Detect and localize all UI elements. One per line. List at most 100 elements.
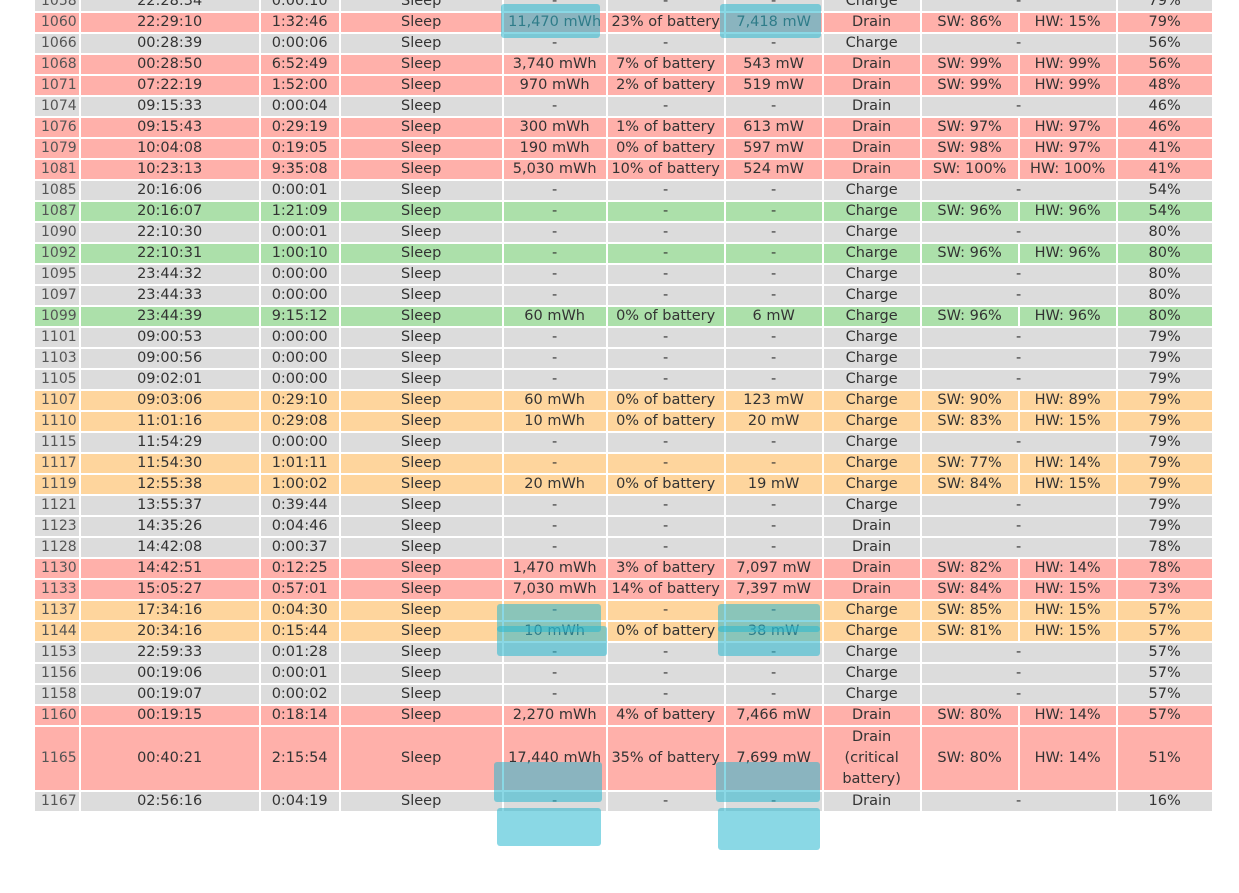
cell-duration: 0:00:00 (258, 431, 341, 454)
cell-sw-residency: SW: 99% (919, 74, 1020, 97)
cell-battery-level: 79% (1115, 515, 1214, 538)
cell-drain-rate: 524 mW (723, 158, 824, 181)
cell-state: Sleep (338, 0, 504, 13)
cell-source: Charge (821, 347, 922, 370)
cell-energy: - (501, 95, 608, 118)
cell-drain-rate: 597 mW (723, 137, 824, 160)
cell-battery-level: 56% (1115, 32, 1214, 55)
table-row: 1103 09:00:56 0:00:00 Sleep - - - Charge -79% (33, 347, 1214, 370)
table-row: 1156 00:19:06 0:00:01 Sleep - - - Charge -57% (33, 662, 1214, 685)
cell-session-id: 1095 (33, 263, 81, 286)
cell-state: Sleep (338, 494, 504, 517)
table-row: 1165 00:40:21 2:15:54 Sleep 17,440 mWh 35% of… (33, 725, 1214, 792)
cell-battery-percent: - (605, 263, 726, 286)
cell-start-time: 00:28:50 (78, 53, 261, 76)
cell-source: Drain (821, 158, 922, 181)
cell-energy: - (501, 452, 608, 475)
cell-start-time: 22:28:34 (78, 0, 261, 13)
cell-hw-residency: HW: 14% (1017, 725, 1118, 792)
cell-start-time: 10:04:08 (78, 137, 261, 160)
cell-residency-empty: - (919, 179, 1118, 202)
cell-battery-level: 79% (1115, 389, 1214, 412)
cell-duration: 0:04:30 (258, 599, 341, 622)
cell-duration: 0:00:01 (258, 221, 341, 244)
cell-session-id: 1123 (33, 515, 81, 538)
cell-start-time: 23:44:33 (78, 284, 261, 307)
cell-session-id: 1074 (33, 95, 81, 118)
cell-energy: 3,740 mWh (501, 53, 608, 76)
cell-drain-rate: 7,466 mW (723, 704, 824, 727)
cell-duration: 0:00:01 (258, 179, 341, 202)
cell-session-id: 1092 (33, 242, 81, 265)
cell-battery-level: 57% (1115, 683, 1214, 706)
cell-source: Charge (821, 221, 922, 244)
cell-drain-rate: 543 mW (723, 53, 824, 76)
cell-duration: 1:01:11 (258, 452, 341, 475)
cell-drain-rate: 519 mW (723, 74, 824, 97)
cell-state: Sleep (338, 305, 504, 328)
cell-source: Charge (821, 494, 922, 517)
cell-start-time: 11:54:30 (78, 452, 261, 475)
cell-battery-level: 79% (1115, 494, 1214, 517)
cell-start-time: 22:10:30 (78, 221, 261, 244)
cell-battery-percent: - (605, 536, 726, 559)
cell-battery-level: 54% (1115, 200, 1214, 223)
table-row: 1081 10:23:13 9:35:08 Sleep 5,030 mWh 10% of … (33, 158, 1214, 181)
cell-source: Charge (821, 32, 922, 55)
cell-battery-percent: 7% of battery (605, 53, 726, 76)
cell-hw-residency: HW: 97% (1017, 137, 1118, 160)
cell-duration: 0:00:00 (258, 368, 341, 391)
cell-start-time: 13:55:37 (78, 494, 261, 517)
cell-session-id: 1068 (33, 53, 81, 76)
cell-drain-rate: - (723, 326, 824, 349)
cell-residency-empty: - (919, 221, 1118, 244)
cell-source: Charge (821, 200, 922, 223)
cell-energy: 60 mWh (501, 305, 608, 328)
cell-source: Charge (821, 242, 922, 265)
cell-session-id: 1133 (33, 578, 81, 601)
table-row: 1130 14:42:51 0:12:25 Sleep 1,470 mWh 3% of b… (33, 557, 1214, 580)
cell-battery-level: 79% (1115, 452, 1214, 475)
table-row: 1133 15:05:27 0:57:01 Sleep 7,030 mWh 14% of … (33, 578, 1214, 601)
cell-battery-level: 78% (1115, 557, 1214, 580)
cell-drain-rate: - (723, 200, 824, 223)
cell-battery-level: 79% (1115, 0, 1214, 13)
cell-residency-empty: - (919, 0, 1118, 13)
cell-sw-residency: SW: 83% (919, 410, 1020, 433)
cell-state: Sleep (338, 242, 504, 265)
cell-session-id: 1144 (33, 620, 81, 643)
cell-duration: 0:18:14 (258, 704, 341, 727)
cell-source: Drain (821, 578, 922, 601)
cell-battery-percent: 10% of battery (605, 158, 726, 181)
cell-duration: 0:00:04 (258, 95, 341, 118)
cell-hw-residency: HW: 96% (1017, 242, 1118, 265)
cell-hw-residency: HW: 15% (1017, 620, 1118, 643)
cell-state: Sleep (338, 410, 504, 433)
table-row: 1137 17:34:16 0:04:30 Sleep - - - Charge SW: 85%… (33, 599, 1214, 622)
cell-drain-rate: - (723, 494, 824, 517)
cell-energy: - (501, 641, 608, 664)
table-row: 1123 14:35:26 0:04:46 Sleep - - - Drain -79% (33, 515, 1214, 538)
cell-battery-level: 57% (1115, 662, 1214, 685)
cell-source: Charge (821, 599, 922, 622)
cell-battery-percent: - (605, 599, 726, 622)
cell-duration: 0:29:08 (258, 410, 341, 433)
cell-energy: 2,270 mWh (501, 704, 608, 727)
cell-battery-percent: 23% of battery (605, 11, 726, 34)
cell-battery-level: 51% (1115, 725, 1214, 792)
cell-duration: 2:15:54 (258, 725, 341, 792)
cell-source: Drain (821, 137, 922, 160)
cell-hw-residency: HW: 14% (1017, 557, 1118, 580)
cell-residency-empty: - (919, 683, 1118, 706)
cell-duration: 0:00:00 (258, 347, 341, 370)
cell-hw-residency: HW: 15% (1017, 473, 1118, 496)
cell-energy: - (501, 0, 608, 13)
table-row: 1079 10:04:08 0:19:05 Sleep 190 mWh 0% of bat… (33, 137, 1214, 160)
cell-hw-residency: HW: 89% (1017, 389, 1118, 412)
cell-state: Sleep (338, 389, 504, 412)
cell-energy: - (501, 221, 608, 244)
cell-state: Sleep (338, 116, 504, 139)
cell-state: Sleep (338, 284, 504, 307)
cell-sw-residency: SW: 99% (919, 53, 1020, 76)
cell-energy: 190 mWh (501, 137, 608, 160)
